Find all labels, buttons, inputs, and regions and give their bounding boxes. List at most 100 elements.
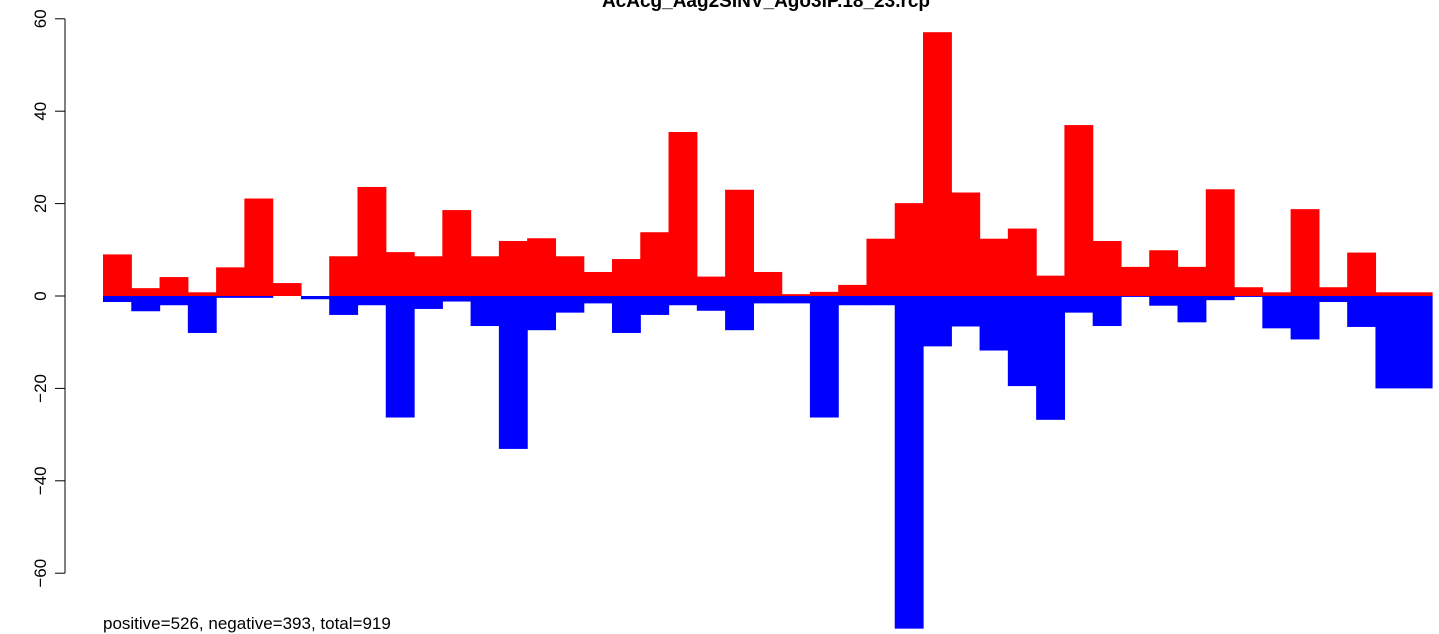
negative-bar-5	[216, 296, 245, 298]
positive-bar-19	[611, 259, 641, 296]
negative-bar-30	[923, 296, 952, 347]
positive-bar-13	[442, 210, 472, 296]
negative-bar-45	[1347, 296, 1377, 327]
negative-bar-11	[385, 296, 415, 418]
positive-bar-6	[244, 198, 274, 296]
y-axis: −60 −40 −20 0 20 40 60	[31, 9, 66, 588]
negative-bar-16	[527, 296, 557, 331]
positive-bar-41	[1234, 287, 1263, 296]
positive-bar-4	[187, 292, 217, 296]
positive-bar-20	[640, 232, 670, 296]
positive-bar-47	[1403, 292, 1433, 296]
positive-bar-2	[131, 288, 161, 296]
negative-bar-25	[781, 296, 811, 304]
negative-bar-13	[442, 296, 472, 302]
positive-bar-33	[1007, 228, 1037, 296]
positive-bar-14	[470, 256, 500, 296]
negative-bar-19	[611, 296, 641, 333]
positive-bar-28	[866, 238, 896, 296]
bars-group	[103, 32, 1433, 629]
positive-bar-45	[1347, 252, 1377, 296]
negative-bar-40	[1205, 296, 1235, 301]
negative-bar-29	[894, 296, 924, 629]
negative-bar-9	[329, 296, 359, 315]
negative-bar-43	[1290, 296, 1320, 340]
positive-bar-46	[1375, 292, 1405, 296]
negative-bar-32	[979, 296, 1009, 351]
y-tick-label-60: 60	[31, 9, 50, 28]
y-tick-label-20: 20	[31, 194, 50, 213]
negative-bar-46	[1375, 296, 1405, 389]
y-tick-label--60: −60	[31, 559, 50, 588]
y-tick-label-0: 0	[31, 291, 50, 300]
negative-bar-17	[555, 296, 585, 313]
positive-bar-11	[385, 252, 415, 296]
y-tick-label--20: −20	[31, 374, 50, 403]
negative-bar-14	[470, 296, 500, 327]
positive-bar-25	[781, 294, 811, 296]
negative-bar-38	[1149, 296, 1179, 306]
positive-bar-12	[414, 256, 443, 296]
y-tick-label-40: 40	[31, 102, 50, 121]
negative-bar-35	[1064, 296, 1094, 313]
positive-bar-40	[1205, 189, 1235, 296]
negative-bar-27	[838, 296, 868, 306]
positive-bar-35	[1064, 125, 1094, 296]
negative-bar-28	[866, 296, 896, 306]
positive-bar-3	[159, 277, 189, 296]
positive-bar-22	[696, 276, 726, 296]
negative-bar-47	[1403, 296, 1433, 389]
negative-bar-44	[1318, 296, 1348, 303]
positive-bar-7	[272, 283, 302, 296]
negative-bar-31	[951, 296, 981, 327]
negative-bar-4	[187, 296, 217, 333]
positive-bar-38	[1149, 250, 1179, 296]
negative-bar-24	[753, 296, 783, 304]
negative-bar-37	[1120, 296, 1150, 297]
negative-bar-12	[414, 296, 443, 309]
positive-bar-27	[838, 284, 868, 296]
negative-bar-22	[696, 296, 726, 311]
positive-bar-18	[583, 271, 613, 296]
positive-bar-39	[1177, 266, 1207, 296]
positive-bar-29	[894, 203, 924, 296]
negative-bar-21	[668, 296, 698, 306]
negative-bar-10	[357, 296, 387, 306]
positive-bar-5	[216, 267, 245, 296]
positive-bar-26	[809, 291, 839, 296]
positive-bar-23	[725, 189, 754, 296]
negative-bar-18	[583, 296, 613, 304]
negative-bar-42	[1262, 296, 1292, 329]
positive-bar-21	[668, 131, 698, 296]
positive-bar-15	[498, 241, 528, 296]
negative-bar-26	[809, 296, 839, 418]
chart-title: AcAcg_Aag2SINV_Ago3IP.18_23.rcp	[602, 0, 930, 12]
positive-bar-10	[357, 186, 387, 296]
positive-bar-30	[923, 32, 952, 296]
positive-bar-9	[329, 256, 359, 296]
negative-bar-23	[725, 296, 754, 331]
negative-bar-33	[1007, 296, 1037, 387]
positive-bar-42	[1262, 292, 1292, 296]
negative-bar-20	[640, 296, 670, 315]
positive-bar-31	[951, 192, 981, 296]
positive-bar-1	[103, 254, 132, 296]
positive-bar-34	[1036, 275, 1066, 296]
negative-bar-34	[1036, 296, 1066, 420]
negative-bar-2	[131, 296, 161, 312]
positive-bar-32	[979, 238, 1009, 296]
negative-bar-39	[1177, 296, 1207, 323]
negative-bar-1	[103, 296, 132, 303]
negative-bar-6	[244, 296, 274, 298]
negative-bar-15	[498, 296, 528, 449]
positive-bar-24	[753, 271, 783, 296]
positive-bar-43	[1290, 209, 1320, 296]
positive-bar-17	[555, 256, 585, 296]
negative-bar-36	[1092, 296, 1122, 327]
positive-bar-36	[1092, 241, 1122, 296]
positive-bar-44	[1318, 287, 1348, 296]
positive-bar-37	[1120, 266, 1150, 296]
y-tick-label--40: −40	[31, 466, 50, 495]
positive-bar-16	[527, 238, 557, 296]
negative-bar-8	[300, 296, 330, 300]
